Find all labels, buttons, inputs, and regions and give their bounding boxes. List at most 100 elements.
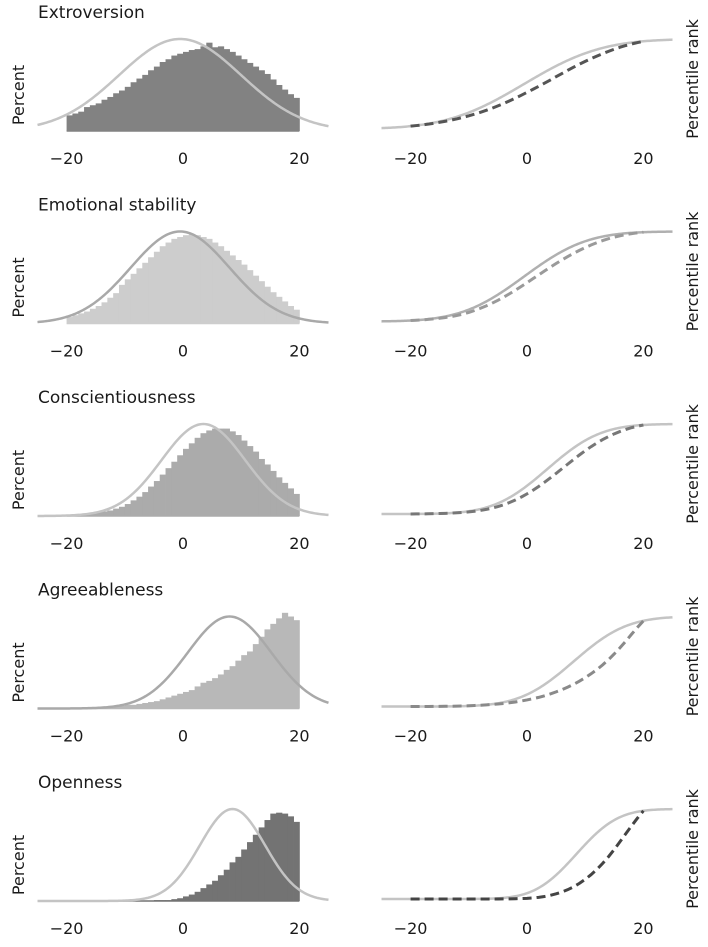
- histogram-bar: [118, 705, 126, 709]
- histogram-bar: [177, 693, 184, 709]
- histogram-bar: [264, 464, 271, 516]
- histogram-bar: [153, 481, 161, 516]
- cdf-normal-curve: [381, 616, 673, 708]
- histogram-bar: [183, 691, 190, 709]
- x-tick-label: 20: [289, 149, 309, 168]
- histogram-bar: [95, 306, 102, 324]
- histogram-bar: [241, 264, 248, 324]
- histogram-bar: [287, 816, 294, 901]
- histogram-bar: [194, 686, 201, 709]
- histogram-bar: [247, 270, 254, 324]
- histogram-bar: [118, 284, 126, 324]
- histogram-bar: [171, 238, 178, 324]
- x-tick-label: 20: [633, 149, 653, 168]
- histogram-bar: [107, 96, 114, 131]
- histogram-bar: [188, 234, 196, 324]
- x-tick-label: 20: [289, 342, 309, 361]
- histogram-bar: [270, 79, 277, 131]
- histogram-bar: [89, 105, 97, 131]
- cdf-empirical-curve: [410, 619, 645, 708]
- histogram-bar: [159, 246, 166, 324]
- histogram-bar: [148, 70, 155, 131]
- histogram-bar: [247, 62, 254, 131]
- x-tick-label: 20: [289, 534, 309, 553]
- cdf-normal-curve: [381, 807, 673, 901]
- x-tick-label: 20: [633, 727, 653, 746]
- histogram-bar: [206, 238, 213, 324]
- histogram-bar: [148, 702, 155, 709]
- histogram-bar: [287, 616, 294, 709]
- histogram-bar: [183, 448, 190, 516]
- panel-row-agreeableness: Agreeableness Percent −20 0 20 −20 0 20 Percenti…: [9, 581, 702, 746]
- histogram-bar: [258, 458, 265, 516]
- histogram-bar: [113, 508, 120, 516]
- normal-fit-curve: [37, 807, 329, 903]
- histogram-bar: [252, 451, 260, 516]
- x-tick-label: −20: [50, 919, 84, 938]
- panel-title: Conscientiousness: [38, 388, 196, 408]
- histogram-bar: [229, 862, 236, 901]
- histogram-bars: [66, 42, 300, 132]
- histogram-bar: [89, 308, 97, 324]
- histogram-bar: [258, 827, 265, 901]
- histogram-bar: [276, 812, 283, 901]
- histogram-bar: [130, 704, 137, 709]
- cdf-normal-curve: [381, 422, 673, 516]
- histogram-bar: [229, 431, 236, 516]
- panel-title: Emotional stability: [38, 196, 196, 216]
- histogram-bar: [188, 443, 196, 516]
- cdf-normal-curve: [381, 230, 673, 323]
- histogram-bar: [293, 821, 300, 901]
- x-tick-label: 20: [633, 342, 653, 361]
- histogram-bar: [113, 706, 120, 709]
- histogram-bar: [217, 428, 225, 516]
- normal-fit-curve: [37, 230, 329, 324]
- histogram-bar: [130, 273, 137, 324]
- histogram-bar: [148, 257, 155, 324]
- histogram-bar: [142, 262, 149, 324]
- histogram-bar: [281, 612, 289, 709]
- y-axis-label: Percent: [9, 65, 28, 125]
- x-tick-label: 0: [178, 149, 188, 168]
- histogram-bar: [171, 899, 178, 901]
- histogram-bar: [165, 468, 172, 516]
- histogram-bar: [264, 629, 271, 709]
- histogram-bar: [142, 492, 149, 516]
- cdf-empirical-curve: [410, 230, 644, 323]
- histogram-bar: [177, 898, 184, 901]
- histogram-bar: [194, 891, 201, 901]
- histogram-bar: [165, 242, 172, 324]
- histogram-bar: [159, 62, 166, 131]
- histogram-bar: [107, 510, 114, 516]
- histogram-bar: [293, 97, 300, 131]
- histogram-bar: [241, 655, 248, 709]
- histogram-bar: [188, 894, 196, 901]
- histogram-bar: [223, 250, 230, 324]
- x-tick-label: 20: [633, 534, 653, 553]
- cdf-empirical-curve: [410, 423, 644, 516]
- histogram-bar: [177, 455, 184, 516]
- histogram-bar: [78, 313, 85, 324]
- histogram-bar: [136, 78, 143, 131]
- normal-fit-curve: [37, 615, 329, 710]
- histogram-bar: [194, 49, 201, 132]
- cdf-empirical-curve: [410, 809, 645, 901]
- histogram-bar: [113, 93, 120, 131]
- panel-row-emotional-stability: Emotional stability Percent −20 0 20 −20 0 20 Pe…: [9, 196, 702, 361]
- histogram-bar: [241, 59, 248, 131]
- histogram-bar: [252, 66, 260, 131]
- histogram-bar: [200, 46, 207, 131]
- histogram-bar: [183, 51, 190, 131]
- histogram-bar: [183, 235, 190, 324]
- histogram-bar: [217, 46, 225, 131]
- normal-fit-curve: [37, 37, 329, 128]
- histogram-bar: [66, 317, 73, 324]
- y-axis-label-right: Percentile rank: [683, 211, 702, 332]
- histogram-bar: [95, 512, 102, 516]
- panel-row-extroversion: Extroversion Percent −20 0 20 −20 0 20 Percentil…: [9, 3, 702, 168]
- histogram-bar: [171, 55, 178, 132]
- panel-row-openness: Openness Percent −20 0 20 −20 0 20 Percentile ra…: [9, 773, 702, 938]
- histogram-bar: [200, 237, 207, 324]
- histogram-bar: [101, 302, 108, 324]
- histogram-bar: [159, 699, 166, 709]
